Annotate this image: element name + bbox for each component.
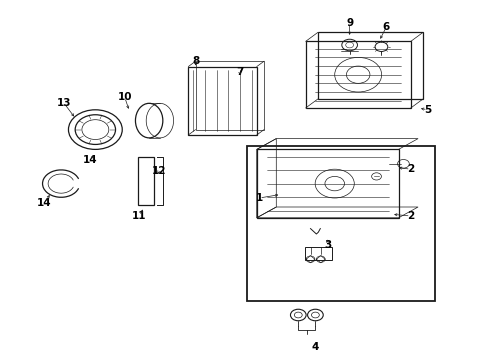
Bar xyxy=(317,32,422,99)
Text: 7: 7 xyxy=(235,67,243,77)
Text: 4: 4 xyxy=(311,342,319,352)
Text: 9: 9 xyxy=(346,18,352,28)
Text: 1: 1 xyxy=(255,193,262,203)
Text: 2: 2 xyxy=(407,211,413,221)
Text: 2: 2 xyxy=(407,164,413,174)
Text: 14: 14 xyxy=(83,155,98,165)
Text: 3: 3 xyxy=(324,240,330,250)
Bar xyxy=(256,149,398,218)
Text: 6: 6 xyxy=(382,22,389,32)
Text: 13: 13 xyxy=(56,98,71,108)
Bar xyxy=(138,157,153,205)
Bar xyxy=(304,247,331,260)
Text: 11: 11 xyxy=(132,211,146,221)
Bar xyxy=(246,146,434,301)
Text: 12: 12 xyxy=(151,166,166,176)
Text: 5: 5 xyxy=(424,105,430,115)
Text: 10: 10 xyxy=(117,92,132,102)
Bar xyxy=(188,67,256,135)
Text: 8: 8 xyxy=(192,56,199,66)
Bar xyxy=(305,41,410,108)
Bar xyxy=(195,61,264,130)
Text: 14: 14 xyxy=(37,198,51,208)
